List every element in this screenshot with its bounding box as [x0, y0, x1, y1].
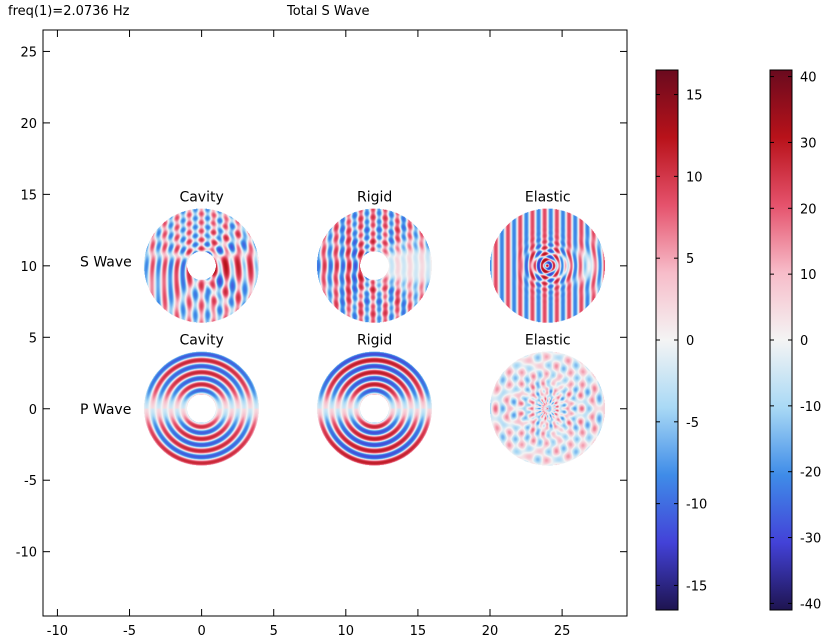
colorbar-p-tick-label: 40	[800, 71, 817, 86]
chart-title: Total S Wave	[287, 4, 370, 19]
colorbar-s-tick-label: 5	[686, 252, 694, 267]
colorbar-p-tick-label: -10	[800, 400, 821, 415]
y-tick-label: 10	[20, 260, 37, 275]
colorbar-s-tick-label: -5	[686, 416, 699, 431]
colorbars: 15 10 5 0 -5 -10 -15 40 30 20 10 0 -10 -20 -30 -40	[655, 69, 821, 612]
x-tick-label: -10	[47, 624, 68, 639]
domain-label-s-cavity: Cavity	[179, 190, 223, 206]
domain-field-p-elastic	[490, 351, 606, 466]
colorbar-s-tick-label: 0	[686, 334, 694, 349]
x-tick-label: -5	[123, 624, 136, 639]
row-label-1: P Wave	[80, 402, 131, 418]
y-tick-label: 0	[29, 403, 37, 418]
colorbar-s-tick-label: -15	[686, 579, 707, 594]
colorbar-s-tick-label: 10	[686, 170, 703, 185]
x-tick-label: 20	[482, 624, 499, 639]
row-label-0: S Wave	[80, 255, 132, 271]
x-tick-label: 15	[410, 624, 427, 639]
x-tick-label: 5	[270, 624, 278, 639]
colorbar-p-tick-label: 30	[800, 136, 817, 151]
domain-label-s-rigid: Rigid	[357, 190, 392, 206]
y-tick-label: 20	[20, 117, 37, 132]
domain-label-p-cavity: Cavity	[179, 333, 223, 349]
domain-field-p-cavity	[143, 351, 259, 466]
x-tick-label: 25	[554, 624, 571, 639]
colorbar-s-tick-label: -10	[686, 498, 707, 513]
colorbar-p-tick-label: -30	[800, 532, 821, 547]
x-tick-label: 10	[338, 624, 355, 639]
colorbar-p-tick-label: 20	[800, 202, 817, 217]
domain-field-s-elastic	[490, 208, 606, 323]
axis-ticks: -10 -5 0 5 10 15 20 25 -10 -5 0 5 10 15 20 25	[16, 30, 627, 639]
domain-field-s-cavity	[143, 208, 259, 323]
y-tick-label: 5	[29, 331, 37, 346]
domain-field-p-rigid	[316, 351, 432, 466]
x-tick-label: 0	[197, 624, 205, 639]
colorbar-p-tick-label: 0	[800, 334, 808, 349]
colorbar-p-tick-label: -20	[800, 466, 821, 481]
y-tick-label: 25	[20, 45, 37, 60]
plot-frame	[42, 29, 628, 617]
y-tick-label: -10	[16, 546, 37, 561]
y-tick-label: 15	[20, 188, 37, 203]
domain-labels: Cavity Rigid Elastic Cavity Rigid Elastic S Wa…	[80, 190, 571, 418]
freq-label: freq(1)=2.0736 Hz	[8, 4, 130, 19]
domain-field-s-rigid	[316, 208, 432, 323]
colorbar-p-tick-label: 10	[800, 268, 817, 283]
colorbar-p-tick-label: -40	[800, 597, 821, 612]
domain-label-p-elastic: Elastic	[525, 333, 571, 349]
domain-label-s-elastic: Elastic	[525, 190, 571, 206]
domains-layer	[143, 208, 606, 466]
domain-label-p-rigid: Rigid	[357, 333, 392, 349]
colorbar-s-tick-label: 15	[686, 89, 703, 104]
y-tick-label: -5	[24, 474, 37, 489]
